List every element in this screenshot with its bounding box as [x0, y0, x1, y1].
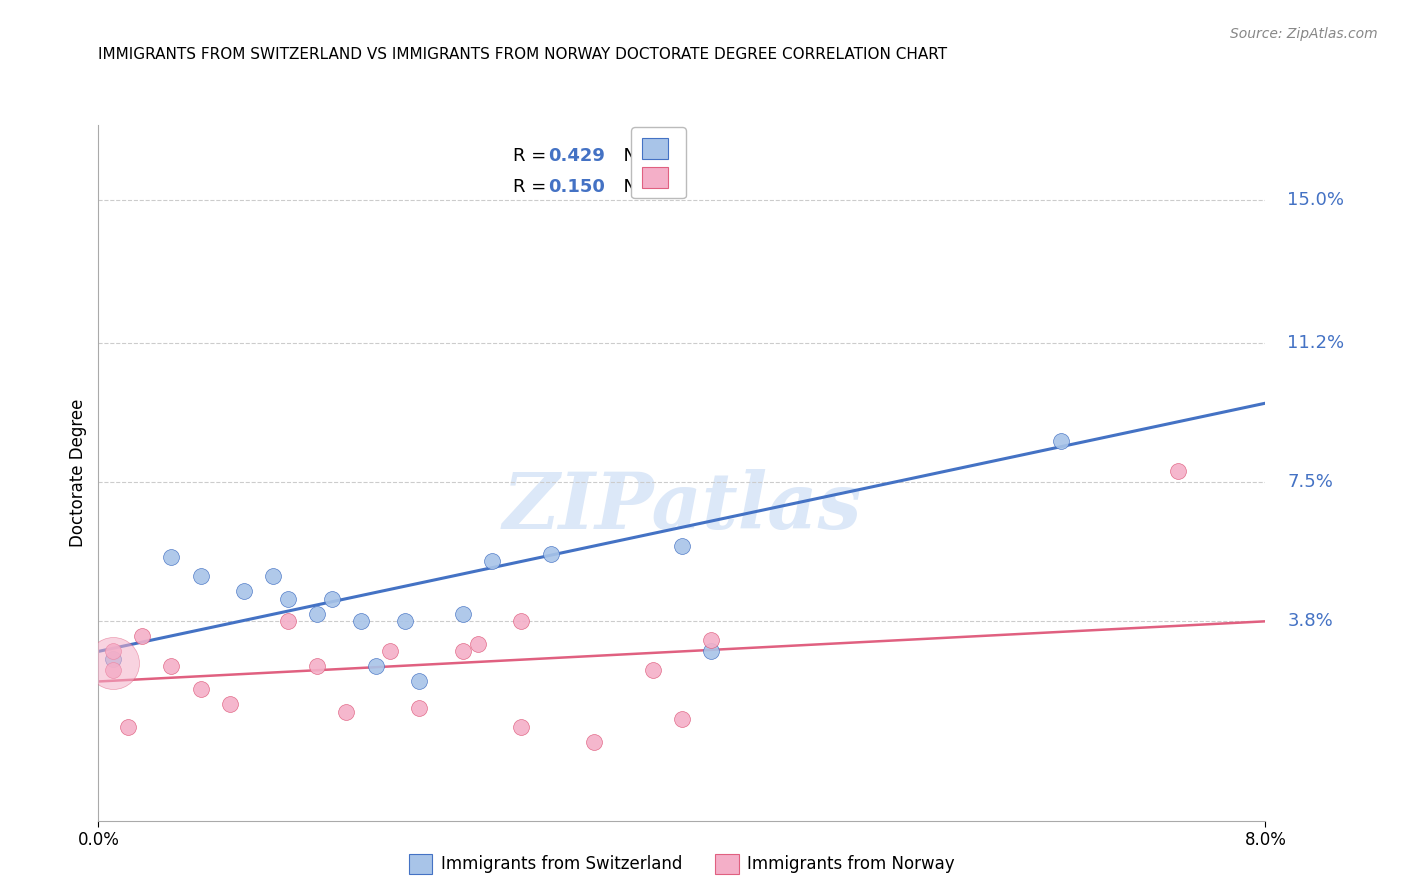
Text: 15.0%: 15.0% — [1288, 191, 1344, 209]
Text: IMMIGRANTS FROM SWITZERLAND VS IMMIGRANTS FROM NORWAY DOCTORATE DEGREE CORRELATI: IMMIGRANTS FROM SWITZERLAND VS IMMIGRANT… — [98, 47, 948, 62]
Point — [583, 734, 606, 748]
Point — [262, 569, 284, 583]
Point — [233, 584, 256, 599]
Text: 0.150: 0.150 — [548, 178, 605, 196]
Point — [350, 615, 373, 629]
Point — [408, 674, 430, 689]
Point — [101, 656, 124, 670]
Legend: Immigrants from Switzerland, Immigrants from Norway: Immigrants from Switzerland, Immigrants … — [401, 846, 963, 882]
Point — [451, 607, 474, 621]
Text: N =: N = — [612, 147, 664, 165]
Y-axis label: Doctorate Degree: Doctorate Degree — [69, 399, 87, 547]
Point — [190, 569, 212, 583]
Point — [131, 629, 153, 643]
Text: 18: 18 — [654, 147, 679, 165]
Point — [378, 644, 402, 658]
Point — [540, 547, 562, 561]
Text: 3.8%: 3.8% — [1288, 612, 1333, 631]
Point — [277, 615, 299, 629]
Point — [671, 712, 693, 726]
Point — [451, 644, 474, 658]
Text: R =: R = — [513, 178, 551, 196]
Point — [190, 681, 212, 696]
Point — [117, 720, 139, 734]
Point — [671, 539, 693, 553]
Point — [700, 633, 723, 648]
Point — [160, 550, 183, 565]
Point — [160, 659, 183, 673]
Point — [277, 591, 299, 606]
Point — [467, 637, 489, 651]
Text: 21: 21 — [654, 178, 679, 196]
Point — [307, 659, 329, 673]
Text: N =: N = — [612, 178, 664, 196]
Point — [510, 615, 533, 629]
Point — [510, 720, 533, 734]
Point — [700, 644, 723, 658]
Point — [1050, 434, 1073, 448]
Text: 7.5%: 7.5% — [1288, 473, 1333, 491]
Point — [394, 615, 416, 629]
Point — [101, 652, 124, 666]
Text: 11.2%: 11.2% — [1288, 334, 1344, 352]
Point — [101, 644, 124, 658]
Text: R =: R = — [513, 147, 551, 165]
Point — [481, 554, 503, 568]
Point — [335, 705, 357, 719]
Point — [1167, 464, 1189, 478]
Text: ZIPatlas: ZIPatlas — [502, 469, 862, 546]
Point — [218, 697, 240, 711]
Text: 0.429: 0.429 — [548, 147, 605, 165]
Point — [364, 659, 387, 673]
Point — [321, 591, 343, 606]
Point — [307, 607, 329, 621]
Text: Source: ZipAtlas.com: Source: ZipAtlas.com — [1230, 27, 1378, 41]
Point — [641, 663, 664, 677]
Point — [101, 663, 124, 677]
Point — [408, 701, 430, 715]
